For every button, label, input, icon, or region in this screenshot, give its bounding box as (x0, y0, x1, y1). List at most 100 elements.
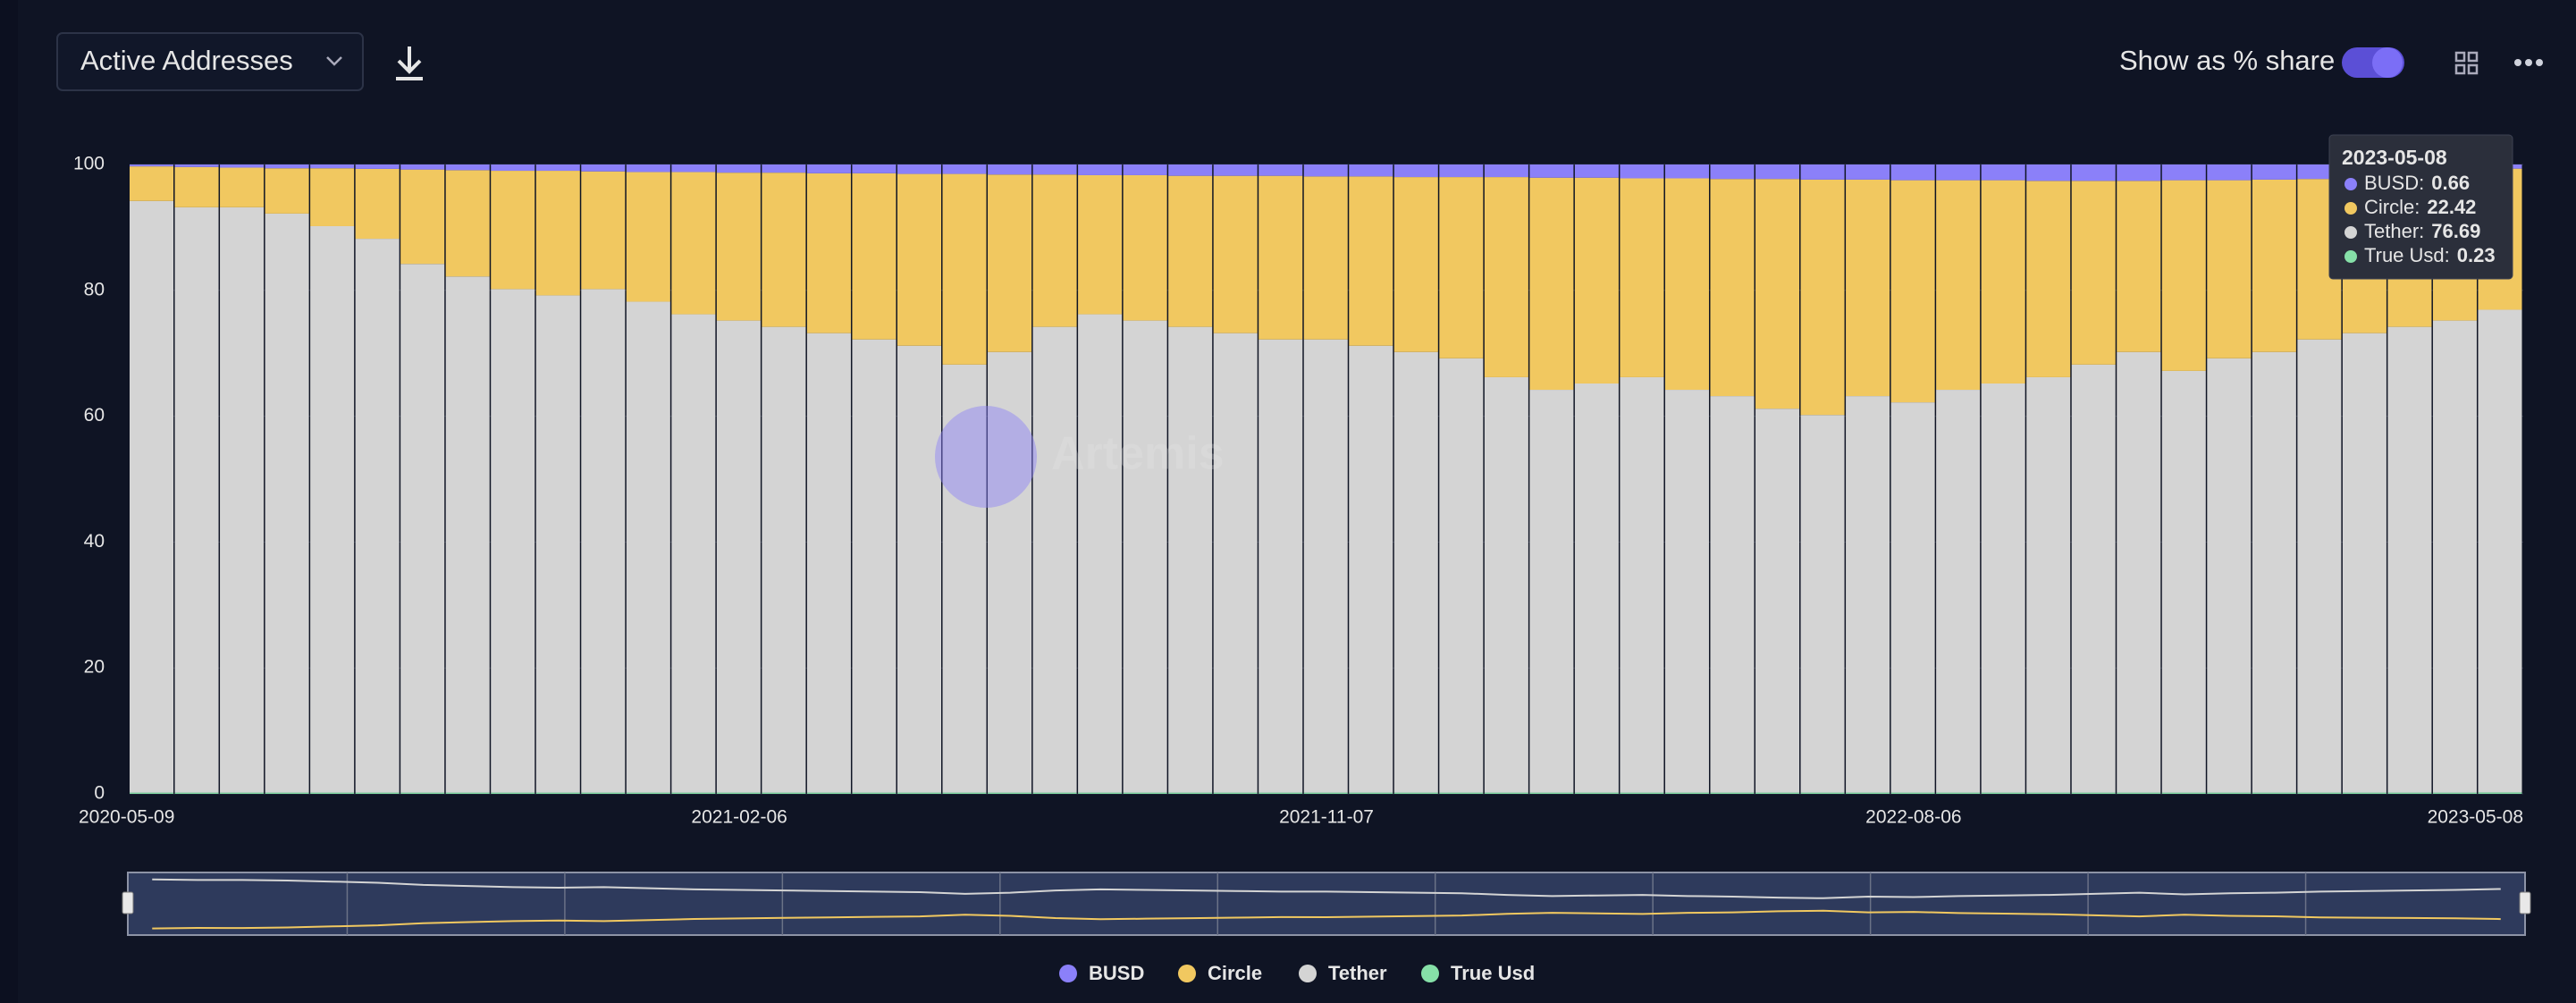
bar-segment (897, 164, 942, 174)
bar-segment (2207, 164, 2252, 181)
dropdown-box[interactable] (56, 32, 364, 91)
bar-segment (1800, 164, 1845, 180)
dropdown-chevron[interactable] (326, 56, 342, 66)
grid-view-button[interactable] (2454, 51, 2479, 75)
bar-segment (1529, 177, 1574, 391)
bar-segment (2161, 180, 2206, 371)
bar-segment (310, 792, 355, 794)
tooltip-swatch (2344, 250, 2357, 263)
legend-item[interactable]: BUSD (1059, 962, 1144, 984)
bar-segment (2026, 792, 2071, 794)
bar-segment (581, 171, 626, 290)
dropdown-label[interactable]: Active Addresses (80, 45, 293, 76)
bar-segment (1213, 164, 1258, 176)
legend-label[interactable]: True Usd (1451, 962, 1535, 984)
bar-segment (1890, 792, 1935, 794)
bar-segment (806, 792, 851, 794)
x-tick-label: 2021-11-07 (1279, 807, 1374, 828)
bar-segment (265, 164, 309, 169)
bar-segment (1439, 792, 1484, 794)
metric-dropdown[interactable]: Active Addresses (56, 32, 364, 91)
bar-segment (1123, 792, 1167, 794)
bar-segment (2117, 351, 2161, 793)
bar-segment (1846, 396, 1890, 793)
dot[interactable] (2525, 59, 2532, 66)
bar-segment (2161, 370, 2206, 793)
bar-segment (626, 792, 670, 794)
bar-segment (1936, 180, 1981, 391)
legend-swatch[interactable] (1178, 965, 1196, 982)
bar-segment (942, 164, 987, 174)
download-button[interactable] (396, 46, 423, 80)
more-button[interactable] (2514, 59, 2543, 66)
legend-swatch[interactable] (1059, 965, 1077, 982)
legend-swatch[interactable] (1421, 965, 1439, 982)
bar-segment (265, 168, 309, 214)
bar-segment (535, 164, 580, 172)
bar-segment (2207, 358, 2252, 793)
bar-segment (762, 164, 806, 173)
legend-swatch[interactable] (1299, 965, 1317, 982)
bar-segment (400, 264, 445, 793)
bar-segment (1303, 792, 1348, 794)
bar-segment (1981, 180, 2025, 384)
bar-segment (1710, 164, 1755, 180)
icon-square[interactable] (2454, 51, 2466, 63)
bar-segment (1484, 177, 1528, 377)
bar-segment (2297, 339, 2342, 793)
bar-segment (1981, 164, 2025, 181)
bar-segment (1620, 376, 1664, 793)
bar-segment (2252, 179, 2296, 352)
legend-item[interactable]: True Usd (1421, 962, 1535, 984)
dot[interactable] (2514, 59, 2521, 66)
bar-segment (671, 172, 716, 315)
bar-segment (1349, 792, 1393, 794)
navigator-line (152, 878, 2501, 899)
legend-item[interactable]: Tether (1299, 962, 1387, 984)
bar-segment (400, 164, 445, 170)
bar-segment (2161, 164, 2206, 181)
bar-segment (1439, 177, 1484, 358)
bar-segment (942, 364, 987, 793)
share-toggle[interactable] (2342, 47, 2404, 78)
bar-segment (1303, 339, 1348, 793)
bar-segment (988, 792, 1032, 794)
legend-item[interactable]: Circle (1178, 962, 1262, 984)
toggle-label: Show as % share (2119, 45, 2335, 76)
icon-square[interactable] (2467, 51, 2479, 63)
legend-label[interactable]: Circle (1208, 962, 1262, 984)
legend-label[interactable]: Tether (1328, 962, 1387, 984)
y-tick-label: 40 (84, 531, 105, 552)
bar-segment (1574, 792, 1619, 794)
tooltip-separator: : (2414, 196, 2420, 218)
navigator-handle[interactable] (2519, 891, 2531, 914)
navigator-handle[interactable] (122, 891, 134, 914)
bar-segment (491, 171, 535, 290)
bar-segment (310, 225, 355, 793)
bar-segment (1168, 175, 1213, 327)
navigator[interactable] (122, 872, 2531, 936)
icon-square[interactable] (2454, 63, 2466, 75)
x-tick-label: 2023-05-08 (2428, 807, 2523, 828)
toggle-knob[interactable] (2372, 47, 2403, 78)
bar-segment (445, 164, 490, 171)
tooltip-value: 0.66 (2431, 172, 2470, 194)
bar-segment (1439, 358, 1484, 793)
bar-segment (1213, 333, 1258, 793)
watermark-text: Artemis (1051, 428, 1225, 480)
dot[interactable] (2536, 59, 2543, 66)
bar-segment (130, 164, 174, 167)
tooltip-swatch (2344, 226, 2357, 239)
navigator-window[interactable] (127, 872, 2526, 936)
download-icon[interactable] (396, 46, 423, 80)
tooltip-value: 22.42 (2427, 196, 2476, 218)
bar-segment (1529, 164, 1574, 178)
bar-segment (897, 173, 942, 346)
icon-square[interactable] (2467, 63, 2479, 75)
bar-segment (2252, 351, 2296, 793)
bar-segment (1484, 164, 1528, 178)
legend-label[interactable]: BUSD (1089, 962, 1144, 984)
